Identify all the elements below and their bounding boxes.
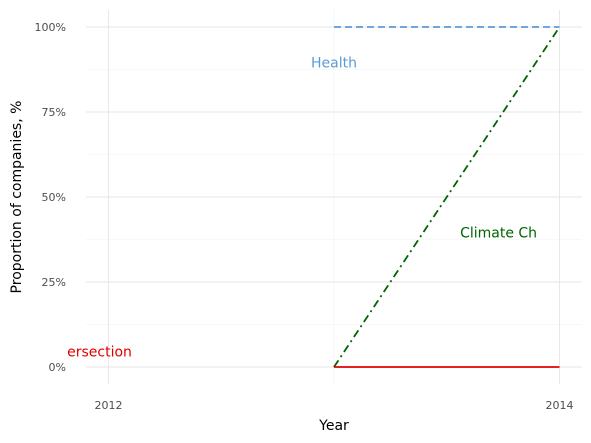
series-labels: Health Climate Ch ersection	[67, 56, 537, 361]
y-tick-label: 100%	[35, 21, 66, 34]
series-lines	[333, 26, 561, 368]
series-line	[333, 26, 561, 368]
y-tick-label: 75%	[42, 106, 66, 119]
x-tick-label: 2014	[545, 399, 573, 412]
y-axis-ticks: 0% 25% 50% 75% 100%	[35, 21, 66, 374]
series-label: Health	[311, 56, 357, 72]
y-tick-label: 0%	[49, 361, 66, 374]
series-label: Climate Ch	[460, 226, 537, 242]
series-label: ersection	[67, 345, 132, 361]
x-axis-title: Year	[318, 418, 349, 434]
x-axis-ticks: 2012 2014	[95, 399, 574, 412]
y-tick-label: 50%	[42, 191, 66, 204]
y-axis-title: Proportion of companies, %	[9, 101, 25, 294]
y-tick-label: 25%	[42, 276, 66, 289]
x-tick-label: 2012	[95, 399, 123, 412]
